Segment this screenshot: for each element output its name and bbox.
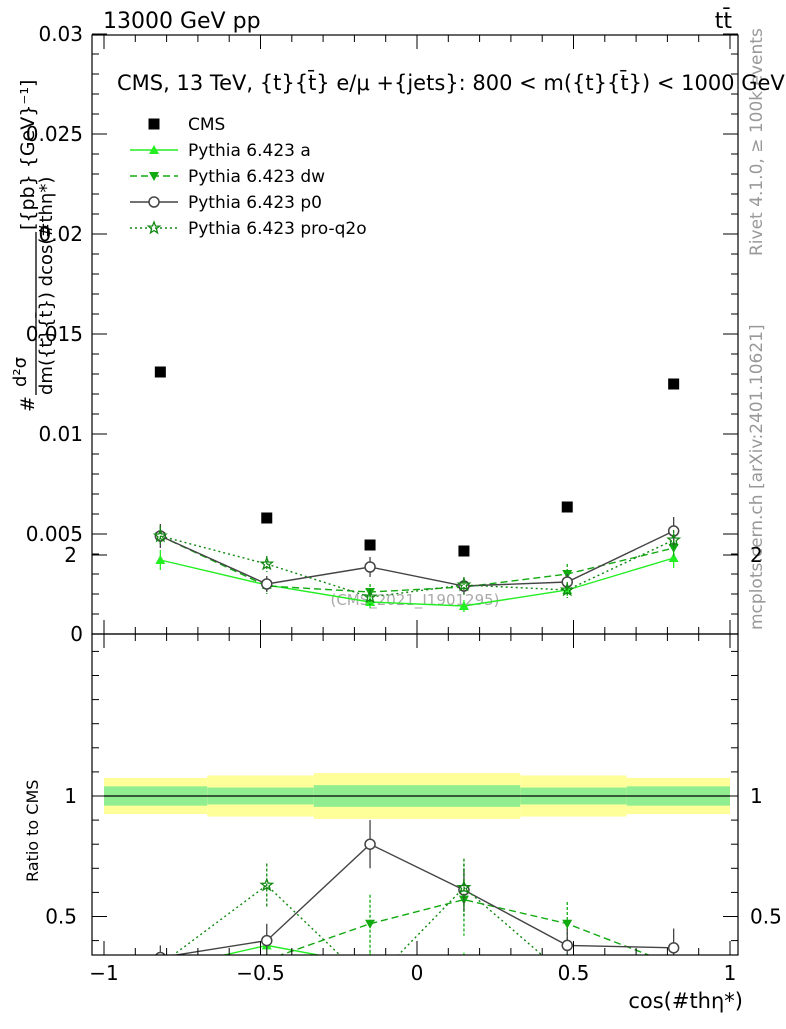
ratio-point-pythia-6-423-dw	[562, 919, 573, 929]
main-y-tick-label: 0.01	[38, 422, 83, 446]
header-final-state: tt̄	[715, 8, 733, 34]
main-y-axis-label: # d²σ dm({t}{t̄}) dcos(#thη*) [{pb} {GeV…	[10, 80, 57, 412]
ratio-point-pythia-6-423-dw	[155, 985, 165, 994]
ratio-point-pythia-6-423-a	[365, 960, 375, 969]
main-point-pythia-6-423-pro-q2o	[456, 577, 472, 592]
main-point-cms	[261, 512, 273, 524]
main-point-pythia-6-423-pro-q2o	[152, 528, 168, 543]
legend-label-pythia-6-423-dw: Pythia 6.423 dw	[188, 167, 325, 187]
main-line-pythia-6-423-pro-q2o	[160, 535, 674, 598]
ratio-point-pythia-6-423-dw	[669, 961, 679, 970]
main-y-tick-label: 0.02	[38, 222, 83, 246]
ratio-frame	[91, 633, 739, 956]
x-tick-label: 0	[411, 961, 424, 985]
main-point-pythia-6-423-a	[668, 553, 679, 562]
main-point-cms	[561, 501, 573, 513]
main-y-tick-label: 0	[70, 622, 83, 646]
legend-label-pythia-6-423-a: Pythia 6.423 a	[188, 141, 311, 161]
ratio-point-pythia-6-423-pro-q2o	[456, 879, 472, 894]
main-point-cms	[458, 545, 470, 557]
chart-title: CMS, 13 TeV, {t}{t̄} e/μ +{jets}: 800 < …	[117, 70, 785, 95]
main-point-pythia-6-423-a	[155, 555, 166, 564]
ratio-line-pythia-6-423-p0	[171, 843, 674, 955]
main-y-tick-label: 0.005	[26, 522, 83, 546]
legend-label-pythia-6-423-p0: Pythia 6.423 p0	[188, 193, 322, 213]
main-axes: 0 0.005 0.01 0.015 0.02 0.025 0.03	[26, 22, 738, 646]
main-plot-area: (CMS_2021_I1901295)	[152, 366, 682, 612]
ratio-axes: 0.5 0.5 1 1 2 2 −1 −0.5 0 0.5 1	[45, 543, 782, 985]
main-line-pythia-6-423-a	[160, 557, 674, 607]
main-point-pythia-6-423-pro-q2o	[666, 532, 682, 547]
ratio-y-tick-label: 1	[64, 784, 77, 808]
main-y-tick-label: 0.015	[26, 322, 83, 346]
ratio-y-tick-label-right: 0.5	[750, 905, 782, 929]
legend-marker-pythia-6-423-a	[149, 145, 159, 154]
ratio-point-pythia-6-423-p0	[667, 942, 680, 954]
legend: CMS Pythia 6.423 a Pythia 6.423 dw Pythia 6…	[130, 115, 367, 239]
main-y-tick-label: 0.025	[26, 122, 83, 146]
y-label-prefix: #	[17, 396, 39, 412]
legend-label-pythia-6-423-pro-q2o: Pythia 6.423 pro-q2o	[188, 219, 367, 239]
ratio-point-pythia-6-423-a	[155, 965, 165, 974]
ratio-point-pythia-6-423-p0	[364, 838, 376, 850]
ratio-line-pythia-6-423-a	[221, 944, 322, 955]
ratio-y-tick-label-right: 2	[750, 543, 763, 567]
y-label-numerator: d²σ	[10, 357, 31, 387]
y-label-denominator: dm({t}{t̄}) dcos(#thη*)	[35, 177, 57, 395]
main-line-pythia-6-423-dw	[160, 535, 674, 593]
y-label-units: [{pb} {GeV}⁻¹]	[17, 80, 39, 230]
mcplots-label: mcplots.cern.ch [arXiv:2401.10621]	[747, 324, 767, 630]
header-process: 13000 GeV pp	[103, 9, 261, 34]
main-point-pythia-6-423-pro-q2o	[362, 589, 378, 604]
ratio-plot-area	[104, 773, 730, 994]
main-point-pythia-6-423-dw	[668, 544, 679, 553]
main-point-pythia-6-423-pro-q2o	[259, 556, 275, 571]
ratio-point-pythia-6-423-pro-q2o	[668, 959, 679, 970]
ratio-y-tick-label: 2	[64, 543, 77, 567]
ratio-marks	[155, 820, 680, 994]
ratio-point-pythia-6-423-dw	[365, 919, 376, 929]
legend-label-cms: CMS	[188, 115, 225, 135]
ratio-y-tick-label-right: 1	[750, 784, 763, 808]
legend-marker-cms	[148, 118, 160, 130]
ratio-point-pythia-6-423-p0	[261, 934, 273, 947]
legend-marker-pythia-6-423-p0	[148, 196, 160, 208]
x-axis-label: cos(#thη*)	[628, 989, 743, 1013]
ratio-point-pythia-6-423-pro-q2o	[259, 877, 275, 892]
ratio-y-tick-label: 0.5	[45, 905, 77, 929]
main-point-pythia-6-423-pro-q2o	[559, 582, 575, 597]
main-line-pythia-6-423-p0	[160, 530, 675, 587]
analysis-watermark: (CMS_2021_I1901295)	[330, 591, 499, 610]
rivet-label: Rivet 4.1.0, ≥ 100k events	[747, 28, 767, 256]
ratio-uncertainty-bands	[104, 773, 730, 819]
legend-marker-pythia-6-423-dw	[149, 172, 159, 181]
main-point-pythia-6-423-p0	[364, 561, 376, 573]
x-tick-label: 0.5	[558, 961, 590, 985]
ratio-y-label: Ratio to CMS	[23, 780, 42, 882]
main-point-pythia-6-423-p0	[261, 578, 273, 590]
ratio-point-pythia-6-423-a	[459, 960, 469, 969]
ratio-line-pythia-6-423-pro-q2o	[172, 884, 544, 955]
x-tick-label: −1	[89, 961, 118, 985]
x-tick-label: −0.5	[236, 961, 285, 985]
main-point-cms	[364, 539, 376, 551]
ratio-point-pythia-6-423-pro-q2o	[155, 959, 166, 970]
ratio-point-pythia-6-423-p0	[561, 939, 573, 952]
ratio-line-pythia-6-423-dw	[278, 898, 651, 955]
ratio-point-pythia-6-423-pro-q2o	[364, 978, 376, 989]
main-point-pythia-6-423-a	[458, 601, 469, 610]
ratio-point-pythia-6-423-p0	[155, 951, 166, 955]
ratio-point-pythia-6-423-a	[669, 960, 679, 969]
main-y-tick-label: 0.03	[38, 22, 83, 46]
main-marks	[152, 366, 682, 612]
main-point-cms	[668, 378, 680, 390]
main-point-cms	[154, 366, 166, 378]
x-tick-label: 1	[724, 961, 737, 985]
legend-marker-pythia-6-423-pro-q2o	[146, 220, 162, 235]
